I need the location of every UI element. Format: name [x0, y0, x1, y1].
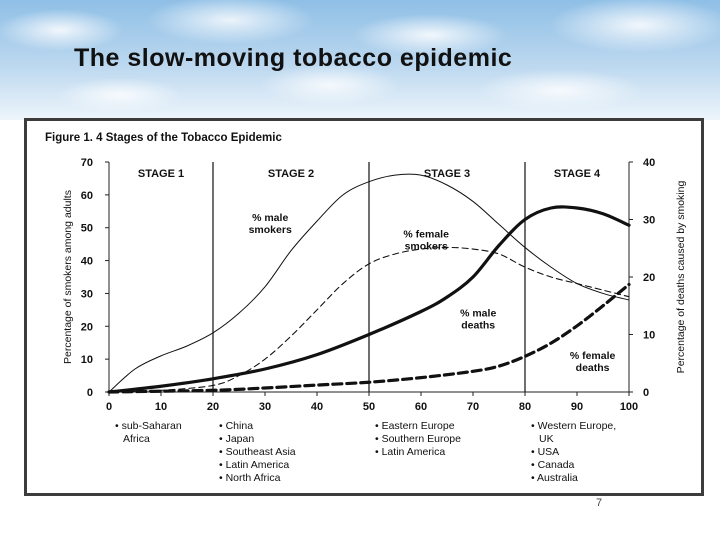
y-axis-label: Percentage of smokers among adults	[62, 190, 74, 364]
x-tick-label: 0	[106, 401, 112, 413]
stage-country-item: • Japan	[219, 433, 254, 445]
stage-country-item: • Australia	[531, 472, 578, 484]
y-tick-label: 20	[81, 321, 93, 333]
y-tick-label: 10	[81, 354, 93, 366]
stage-country-item: • Latin America	[375, 446, 445, 458]
series-annotation: % male	[460, 307, 496, 319]
stage-country-item: Africa	[123, 433, 150, 445]
stage-country-item: • Western Europe,	[531, 420, 616, 432]
series-line-female-deaths	[107, 282, 631, 394]
y2-tick-label: 20	[643, 272, 655, 284]
series-annotation: % male	[252, 212, 288, 224]
stage-label: STAGE 1	[138, 168, 184, 180]
x-tick-label: 70	[467, 401, 479, 413]
x-tick-label: 30	[259, 401, 271, 413]
y2-tick-label: 40	[643, 157, 655, 169]
y2-tick-label: 10	[643, 330, 655, 342]
figure-frame: Figure 1. 4 Stages of the Tobacco Epidem…	[24, 118, 704, 496]
y2-tick-label: 30	[643, 215, 655, 227]
series-annotation: % female	[403, 229, 449, 241]
stage-country-item: • Latin America	[219, 459, 289, 471]
series-annotation: deaths	[461, 319, 495, 331]
stage-country-item: • Southeast Asia	[219, 446, 296, 458]
page-number: 7	[596, 497, 603, 509]
y-tick-label: 40	[81, 256, 93, 268]
stage-country-item: • China	[219, 420, 253, 432]
x-tick-label: 90	[571, 401, 583, 413]
chart-title: Figure 1. 4 Stages of the Tobacco Epidem…	[45, 132, 282, 144]
stage-country-item: • North Africa	[219, 472, 281, 484]
y2-tick-label: 0	[643, 387, 649, 399]
y-tick-label: 70	[81, 157, 93, 169]
sky-background	[0, 0, 720, 120]
x-tick-label: 40	[311, 401, 323, 413]
stage-label: STAGE 3	[424, 168, 470, 180]
series-annotation: deaths	[576, 362, 610, 374]
stage-label: STAGE 2	[268, 168, 314, 180]
y-tick-label: 50	[81, 223, 93, 235]
series-annotation: smokers	[249, 224, 292, 236]
x-tick-label: 60	[415, 401, 427, 413]
stage-country-item: • sub-Saharan	[115, 420, 182, 432]
series-annotation: smokers	[405, 241, 448, 253]
series-line-male-smokers	[108, 173, 630, 393]
stage-country-item: • Eastern Europe	[375, 420, 455, 432]
stage-country-item: UK	[539, 433, 554, 445]
stage-country-item: • Canada	[531, 459, 575, 471]
x-tick-label: 10	[155, 401, 167, 413]
tobacco-epidemic-chart: Figure 1. 4 Stages of the Tobacco Epidem…	[45, 132, 687, 484]
y2-axis-label: Percentage of deaths caused by smoking	[675, 181, 687, 374]
x-tick-label: 20	[207, 401, 219, 413]
y-tick-label: 30	[81, 288, 93, 300]
y-tick-label: 60	[81, 190, 93, 202]
series-line-male-deaths	[107, 205, 631, 394]
series-annotation: % female	[570, 350, 616, 362]
y-tick-label: 0	[87, 387, 93, 399]
x-tick-label: 100	[620, 401, 638, 413]
stage-country-item: • USA	[531, 446, 559, 458]
stage-label: STAGE 4	[554, 168, 601, 180]
x-tick-label: 80	[519, 401, 531, 413]
x-tick-label: 50	[363, 401, 375, 413]
stage-country-item: • Southern Europe	[375, 433, 461, 445]
page-title: The slow-moving tobacco epidemic	[74, 44, 513, 72]
